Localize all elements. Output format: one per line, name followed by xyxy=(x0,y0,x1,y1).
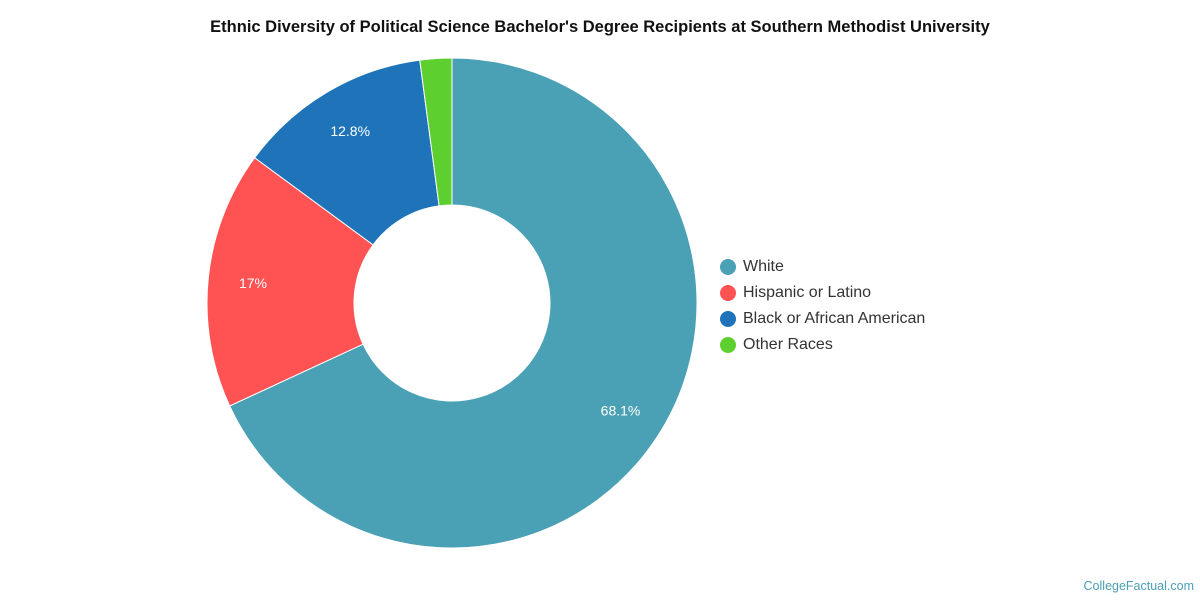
legend-swatch xyxy=(720,259,736,275)
legend-swatch xyxy=(720,337,736,353)
legend-item-black-or-african-american[interactable]: Black or African American xyxy=(720,306,925,332)
legend-label: White xyxy=(743,258,784,275)
chart-legend: White Hispanic or Latino Black or African … xyxy=(720,254,925,358)
slice-black-or-african-american[interactable] xyxy=(254,59,440,246)
slice-white[interactable] xyxy=(229,57,698,549)
slice-other-races[interactable] xyxy=(419,57,453,207)
slice-label-hispanic-or-latino: 17% xyxy=(239,275,267,291)
legend-label: Other Races xyxy=(743,336,833,353)
source-credit[interactable]: CollegeFactual.com xyxy=(1083,579,1194,593)
legend-swatch xyxy=(720,311,736,327)
legend-swatch xyxy=(720,285,736,301)
legend-label: Hispanic or Latino xyxy=(743,284,872,301)
legend-item-other-races[interactable]: Other Races xyxy=(720,332,925,358)
legend-item-white[interactable]: White xyxy=(720,254,925,280)
legend-item-hispanic-or-latino[interactable]: Hispanic or Latino xyxy=(720,280,925,306)
chart-title: Ethnic Diversity of Political Science Ba… xyxy=(210,18,990,36)
slice-label-black-or-african-american: 12.8% xyxy=(330,123,370,139)
slice-hispanic-or-latino[interactable] xyxy=(206,157,374,407)
slice-label-white: 68.1% xyxy=(601,403,641,419)
legend-label: Black or African American xyxy=(743,310,926,327)
